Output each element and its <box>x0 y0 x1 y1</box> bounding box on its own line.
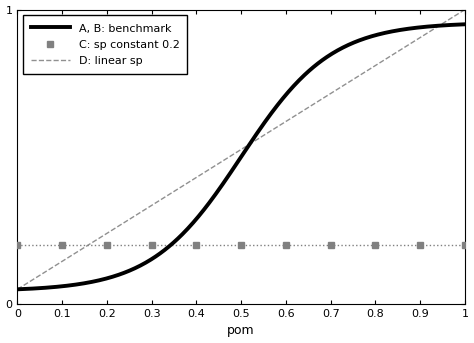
A, B: benchmark: (1, 0.95): benchmark: (1, 0.95) <box>462 22 468 26</box>
Legend: A, B: benchmark, C: sp constant 0.2, D: linear sp: A, B: benchmark, C: sp constant 0.2, D: … <box>23 15 187 74</box>
A, B: benchmark: (0.475, 0.443): benchmark: (0.475, 0.443) <box>227 172 233 176</box>
A, B: benchmark: (0, 0.05): benchmark: (0, 0.05) <box>15 287 20 291</box>
D: linear sp: (0.976, 0.977): linear sp: (0.976, 0.977) <box>451 14 457 18</box>
C: sp constant 0.2: (0.2, 0.2): sp constant 0.2: (0.2, 0.2) <box>104 243 110 247</box>
A, B: benchmark: (0.976, 0.948): benchmark: (0.976, 0.948) <box>451 23 457 27</box>
A, B: benchmark: (0.595, 0.702): benchmark: (0.595, 0.702) <box>281 95 287 99</box>
A, B: benchmark: (0.82, 0.92): benchmark: (0.82, 0.92) <box>382 31 387 35</box>
C: sp constant 0.2: (0.9, 0.2): sp constant 0.2: (0.9, 0.2) <box>417 243 423 247</box>
D: linear sp: (0.481, 0.507): linear sp: (0.481, 0.507) <box>230 153 236 157</box>
C: sp constant 0.2: (0.8, 0.2): sp constant 0.2: (0.8, 0.2) <box>373 243 378 247</box>
Line: C: sp constant 0.2: C: sp constant 0.2 <box>14 242 468 248</box>
C: sp constant 0.2: (1, 0.2): sp constant 0.2: (1, 0.2) <box>462 243 468 247</box>
C: sp constant 0.2: (0.4, 0.2): sp constant 0.2: (0.4, 0.2) <box>193 243 199 247</box>
D: linear sp: (0.475, 0.501): linear sp: (0.475, 0.501) <box>227 154 233 158</box>
Line: A, B: benchmark: A, B: benchmark <box>18 24 465 289</box>
C: sp constant 0.2: (0.3, 0.2): sp constant 0.2: (0.3, 0.2) <box>149 243 155 247</box>
C: sp constant 0.2: (0.7, 0.2): sp constant 0.2: (0.7, 0.2) <box>328 243 334 247</box>
C: sp constant 0.2: (0, 0.2): sp constant 0.2: (0, 0.2) <box>15 243 20 247</box>
C: sp constant 0.2: (0.5, 0.2): sp constant 0.2: (0.5, 0.2) <box>238 243 244 247</box>
C: sp constant 0.2: (0.1, 0.2): sp constant 0.2: (0.1, 0.2) <box>59 243 65 247</box>
A, B: benchmark: (0.481, 0.457): benchmark: (0.481, 0.457) <box>230 167 236 172</box>
D: linear sp: (0.541, 0.564): linear sp: (0.541, 0.564) <box>257 136 263 140</box>
D: linear sp: (0.595, 0.615): linear sp: (0.595, 0.615) <box>281 121 287 125</box>
D: linear sp: (0, 0.05): linear sp: (0, 0.05) <box>15 287 20 291</box>
D: linear sp: (0.82, 0.829): linear sp: (0.82, 0.829) <box>382 58 387 62</box>
X-axis label: pom: pom <box>228 324 255 338</box>
A, B: benchmark: (0.541, 0.592): benchmark: (0.541, 0.592) <box>257 128 263 132</box>
D: linear sp: (1, 1): linear sp: (1, 1) <box>462 8 468 12</box>
C: sp constant 0.2: (0.6, 0.2): sp constant 0.2: (0.6, 0.2) <box>283 243 289 247</box>
Line: D: linear sp: D: linear sp <box>18 10 465 289</box>
